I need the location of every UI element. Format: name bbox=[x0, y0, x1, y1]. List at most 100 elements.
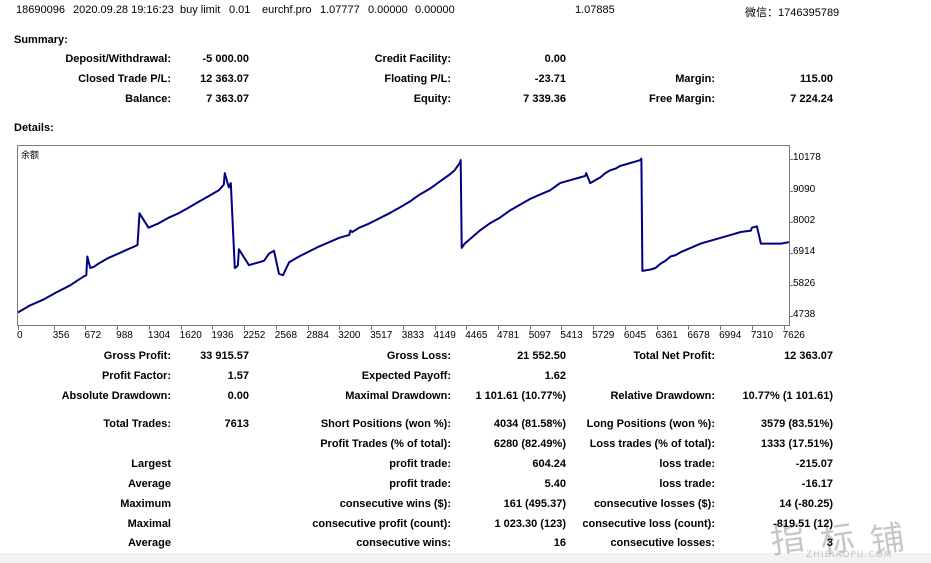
wechat-contact: 微信：1746395789 bbox=[745, 7, 840, 19]
stat-value: 7613 bbox=[224, 418, 249, 430]
stat-value: 6280 (82.49%) bbox=[493, 438, 566, 450]
stat-label: Average bbox=[127, 537, 171, 549]
stat-value: 10.77% (1 101.61) bbox=[742, 390, 833, 402]
stat-label: Total Net Profit: bbox=[633, 350, 715, 362]
x-tick-label: 4465 bbox=[465, 330, 488, 341]
stat-label: consecutive losses ($): bbox=[593, 498, 715, 510]
current-price: 1.07885 bbox=[575, 4, 615, 16]
summary-value: 7 224.24 bbox=[790, 93, 833, 105]
stat-value: 14 (-80.25) bbox=[779, 498, 833, 510]
stat-label: consecutive loss (count): bbox=[582, 518, 715, 530]
stat-label: Average bbox=[127, 478, 171, 490]
stat-value: 3 bbox=[826, 537, 833, 549]
summary-label: Credit Facility: bbox=[374, 53, 451, 65]
y-tick-label: 10178 bbox=[793, 152, 821, 164]
x-tick-mark bbox=[783, 326, 785, 330]
stat-value: 5.40 bbox=[544, 478, 566, 490]
summary-label: Equity: bbox=[413, 93, 451, 105]
summary-label: Free Margin: bbox=[648, 93, 715, 105]
order-datetime: 2020.09.28 19:16:23 bbox=[73, 4, 174, 16]
stat-value: 33 915.57 bbox=[200, 350, 249, 362]
stat-value: 1333 (17.51%) bbox=[760, 438, 833, 450]
order-price: 1.07777 bbox=[320, 4, 360, 16]
x-tick-mark bbox=[148, 326, 150, 330]
y-tick-label: 5826 bbox=[793, 277, 816, 289]
x-tick-label: 2884 bbox=[306, 330, 329, 341]
stat-value: 4034 (81.58%) bbox=[493, 418, 566, 430]
summary-label: Floating P/L: bbox=[384, 73, 451, 85]
watermark-char: 指 bbox=[767, 517, 808, 563]
stat-label: Profit Factor: bbox=[101, 370, 171, 382]
stat-label: Long Positions (won %): bbox=[586, 418, 715, 430]
account-number: 18690096 bbox=[16, 4, 65, 16]
x-tick-label: 3200 bbox=[338, 330, 361, 341]
stat-label: Loss trades (% of total): bbox=[589, 438, 715, 450]
stat-value: -215.07 bbox=[795, 458, 833, 470]
order-type: buy limit bbox=[180, 4, 221, 16]
x-tick-mark bbox=[656, 326, 658, 330]
summary-label: Balance: bbox=[125, 93, 171, 105]
order-lots: 0.01 bbox=[229, 4, 251, 16]
y-tick-mark bbox=[789, 221, 793, 223]
x-tick-label: 3517 bbox=[370, 330, 393, 341]
x-tick-label: 6678 bbox=[687, 330, 710, 341]
y-tick-label: 4738 bbox=[793, 308, 816, 320]
stat-label: Total Trades: bbox=[103, 418, 171, 430]
stat-label: consecutive wins ($): bbox=[339, 498, 451, 510]
x-tick-label: 1304 bbox=[147, 330, 171, 341]
x-tick-mark bbox=[402, 326, 404, 330]
x-tick-label: 672 bbox=[84, 330, 102, 341]
summary-value: 7 363.07 bbox=[206, 93, 249, 105]
x-tick-mark bbox=[466, 326, 468, 330]
stat-value: 0.00 bbox=[227, 390, 249, 402]
stat-value: 1.62 bbox=[544, 370, 566, 382]
balance-chart bbox=[17, 145, 790, 326]
stat-label: Gross Profit: bbox=[103, 350, 171, 362]
x-tick-mark bbox=[339, 326, 341, 330]
stat-value: -819.51 (12) bbox=[773, 518, 833, 530]
x-tick-mark bbox=[180, 326, 182, 330]
stat-value: 12 363.07 bbox=[784, 350, 833, 362]
x-tick-mark bbox=[497, 326, 499, 330]
stat-value: 3579 (83.51%) bbox=[760, 418, 833, 430]
details-title: Details: bbox=[14, 122, 54, 134]
x-tick-label: 3833 bbox=[401, 330, 425, 341]
x-tick-label: 4149 bbox=[433, 330, 456, 341]
stat-label: consecutive wins: bbox=[356, 537, 451, 549]
stat-value: 1.57 bbox=[227, 370, 249, 382]
x-tick-label: 7310 bbox=[750, 330, 774, 341]
x-tick-label: 7626 bbox=[782, 330, 805, 341]
summary-value: 0.00 bbox=[544, 53, 566, 65]
stat-label: Maximal Drawdown: bbox=[345, 390, 451, 402]
stat-value: 21 552.50 bbox=[517, 350, 566, 362]
balance-line bbox=[18, 157, 789, 314]
y-tick-label: 8002 bbox=[793, 214, 816, 226]
balance-chart-svg bbox=[18, 157, 789, 314]
stat-label: consecutive losses: bbox=[610, 537, 715, 549]
watermark-url: ZHIBIAOPU.COM bbox=[806, 550, 893, 560]
stat-label: Maximum bbox=[120, 498, 171, 510]
y-tick-label: 9090 bbox=[793, 183, 816, 195]
stat-label: Expected Payoff: bbox=[361, 370, 451, 382]
stat-label: loss trade: bbox=[659, 458, 715, 470]
summary-value: 12 363.07 bbox=[200, 73, 249, 85]
y-tick-mark bbox=[789, 253, 793, 255]
watermark-logo: 指 标 铺 ZHIBIAOPU.COM bbox=[767, 512, 930, 563]
stat-label: Absolute Drawdown: bbox=[61, 390, 171, 402]
x-tick-label: 0 bbox=[17, 330, 23, 341]
x-tick-label: 6994 bbox=[719, 330, 742, 341]
x-tick-mark bbox=[371, 326, 373, 330]
x-tick-mark bbox=[307, 326, 309, 330]
x-tick-label: 1936 bbox=[211, 330, 234, 341]
summary-title: Summary: bbox=[14, 34, 68, 46]
stat-label: Gross Loss: bbox=[386, 350, 451, 362]
y-tick-label: 6914 bbox=[793, 246, 816, 258]
stat-value: 1 023.30 (123) bbox=[494, 518, 566, 530]
stat-label: Maximal bbox=[127, 518, 171, 530]
order-sl: 0.00000 bbox=[368, 4, 408, 16]
chart-title: 余额 bbox=[21, 151, 40, 161]
order-symbol: eurchf.pro bbox=[262, 4, 312, 16]
stat-value: 161 (495.37) bbox=[503, 498, 566, 510]
summary-value: 7 339.36 bbox=[523, 93, 566, 105]
x-tick-mark bbox=[624, 326, 626, 330]
